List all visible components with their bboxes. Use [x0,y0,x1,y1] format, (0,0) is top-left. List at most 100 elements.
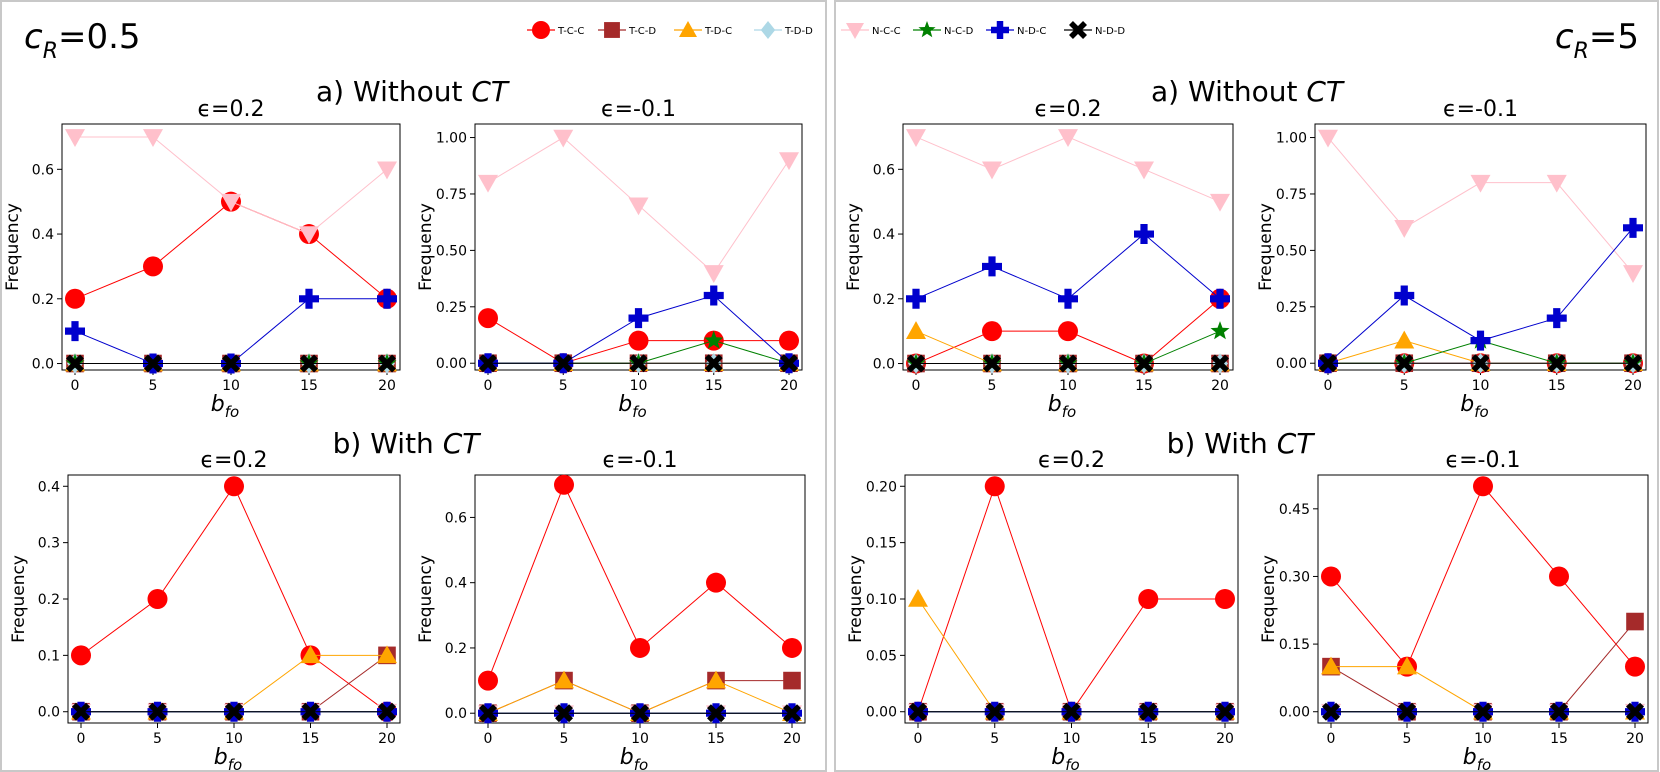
data-point [300,354,318,373]
chart-1: ϵ=0.2 0.0 0.2 0.4 0.6 0 5 10 15 20 Frequency bfo [3,97,401,421]
series-t-c-c [478,474,802,691]
data-point [1626,612,1644,631]
data-point [628,330,649,351]
x-tick-label: 15 [300,378,318,394]
data-point [66,354,84,373]
data-point [221,193,241,212]
chart-title: ϵ=0.2 [201,448,268,473]
legend-label: N-D-C [1017,26,1046,37]
data-point [982,321,1002,342]
data-point [1546,174,1567,193]
section-a-title-left: a) Without CT [316,75,510,108]
data-point [377,645,397,664]
data-point [1623,217,1643,238]
legend-item-n-d-d: N-D-D [1064,21,1125,39]
data-point [1471,354,1490,373]
data-point [224,476,244,497]
y-tick-label: 0.2 [32,292,54,308]
x-tick-label: 0 [914,731,923,747]
x-tick-label: 0 [912,378,921,394]
data-point [779,152,799,171]
plot-area [1317,474,1649,724]
data-point [703,285,724,306]
data-point [706,572,726,593]
data-point [1474,702,1492,721]
legend-marker [991,21,1009,39]
x-tick-label: 15 [707,731,725,747]
cr-label-left: cR=0.5 [24,17,141,64]
y-tick-label: 0.0 [32,357,54,373]
data-point [72,702,90,721]
y-tick-label: 0.00 [1276,356,1307,372]
data-point [1470,174,1491,193]
y-axis-label: Frequency [3,203,23,291]
data-point [783,704,801,723]
legend-label: N-C-C [872,26,901,37]
chart-title: ϵ=-0.1 [603,448,678,473]
chart-title: ϵ=0.2 [198,97,265,122]
x-tick-label: 10 [1063,731,1081,747]
x-tick-label: 20 [1626,731,1644,747]
data-point [779,330,799,351]
data-point [1398,702,1416,721]
section-b-title-right: b) With CT [1167,427,1316,460]
y-tick-label: 0.00 [866,705,897,721]
data-point [478,670,498,691]
data-point [1397,656,1417,675]
x-tick-label: 5 [153,731,162,747]
y-tick-label: 0.2 [873,292,895,308]
legend-label: T-D-C [704,26,732,37]
series-n-d-d [479,354,798,373]
data-point [222,354,240,373]
x-tick-label: 0 [71,378,80,394]
data-point [1318,129,1338,148]
y-axis-label: Frequency [1259,555,1279,643]
data-point [1216,702,1234,721]
x-tick-label: 20 [1216,731,1234,747]
series-n-d-d [479,704,801,723]
y-axis-label: Frequency [416,555,436,643]
series-t-c-c [1321,476,1645,677]
data-point [144,354,162,373]
x-tick-label: 5 [149,378,158,394]
series-n-d-d [1322,702,1644,721]
data-point [225,702,243,721]
data-point [1139,702,1158,721]
legend-item-t-d-d: T-D-D [754,21,813,39]
y-tick-label: 0.50 [436,243,467,259]
x-tick-label: 20 [1624,378,1642,394]
series-n-c-c [1318,129,1643,283]
data-point [1322,702,1340,721]
data-point [628,308,649,329]
data-point [1394,220,1415,238]
x-tick-label: 15 [1139,731,1157,747]
chart-6: ϵ=-0.1 0.00 0.25 0.50 0.75 1.00 0 5 10 15 20 Freque… [1256,97,1647,421]
series-n-c-c [478,129,799,283]
data-point [299,288,319,309]
data-point [1134,224,1154,245]
data-point [1321,566,1341,587]
x-tick-label: 10 [225,731,243,747]
data-point [630,637,650,658]
data-point [1547,354,1566,373]
y-axis-label: Frequency [844,203,864,291]
x-tick-label: 15 [1548,378,1566,394]
data-point [907,354,925,373]
left-panel-frame [0,0,827,772]
data-point [143,129,163,147]
legend-marker [532,21,550,39]
series-n-c-c [906,129,1230,212]
x-tick-label: 5 [560,731,569,747]
legend-item-t-d-c: T-D-C [674,21,732,38]
plot-area [1314,123,1647,371]
legend-marker [918,21,936,38]
chart-8: ϵ=-0.1 0.00 0.15 0.30 0.45 0 5 10 15 20 Frequency b… [1259,448,1649,772]
legend-item-n-d-c: N-D-C [986,21,1046,39]
x-axis-label: bfo [1051,745,1079,772]
x-axis-label: bfo [618,392,646,421]
x-tick-label: 5 [1400,378,1409,394]
chart-5: ϵ=0.2 0.0 0.2 0.4 0.6 0 5 10 15 20 Frequency bfo [844,97,1234,421]
data-point [1473,476,1493,497]
x-tick-label: 10 [1474,731,1492,747]
data-point [982,161,1002,180]
